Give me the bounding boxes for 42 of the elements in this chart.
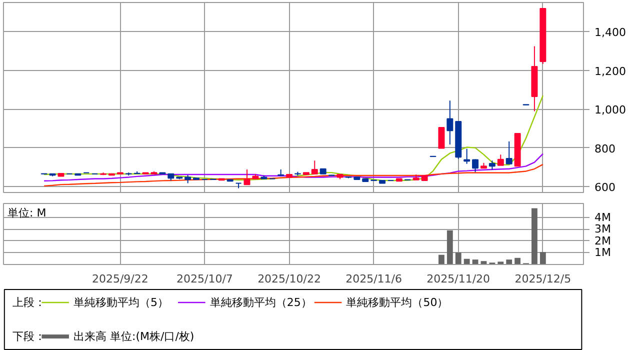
x-tick-label: 2025/10/22 <box>258 272 321 286</box>
candlestick <box>497 154 504 166</box>
x-tick-label: 2025/11/6 <box>346 272 402 286</box>
bar <box>438 254 444 264</box>
bar <box>498 262 504 264</box>
legend-title: 上段： <box>12 296 46 309</box>
candlestick <box>506 140 512 164</box>
y-tick-label: 1,200 <box>594 64 626 78</box>
bar <box>455 252 462 264</box>
candlestick <box>311 160 318 174</box>
bar <box>514 258 521 264</box>
line-series <box>43 164 544 187</box>
candlestick <box>488 160 496 170</box>
y-tick-label: 3M <box>594 222 611 236</box>
legend-label: 単純移動平均（50） <box>346 296 448 309</box>
legend-label: 単純移動平均（25） <box>210 296 312 309</box>
x-tick-label: 2025/10/7 <box>176 272 233 286</box>
y-tick-label: 800 <box>594 142 616 156</box>
bar <box>540 252 546 264</box>
candlestick <box>446 100 454 146</box>
candlestick <box>438 126 445 149</box>
x-tick-label: 2025/9/22 <box>92 272 148 286</box>
legend-label: 単純移動平均（5） <box>74 296 168 309</box>
x-tick-label: 2025/12/5 <box>514 272 572 286</box>
bar <box>446 230 453 264</box>
bar <box>506 260 512 264</box>
y-tick-label: 4M <box>594 210 611 224</box>
candlestick <box>464 148 470 164</box>
y-tick-label: 1M <box>594 246 611 260</box>
y-tick-label: 1,400 <box>594 26 626 40</box>
bar <box>464 258 470 264</box>
y-tick-label: 1,000 <box>594 104 626 117</box>
legend-title: 下段： <box>12 330 46 343</box>
legend-label: 出来高 単位:(M株/口/枚) <box>74 330 194 343</box>
y-tick-label: 2M <box>594 234 611 248</box>
y-tick-label: 600 <box>594 181 616 194</box>
bar <box>532 208 538 264</box>
candlestick <box>472 158 479 173</box>
line-series <box>43 153 544 182</box>
x-tick-label: 2025/11/20 <box>426 272 490 286</box>
candlestick <box>244 168 250 186</box>
annotation: 単位: M <box>8 206 46 220</box>
